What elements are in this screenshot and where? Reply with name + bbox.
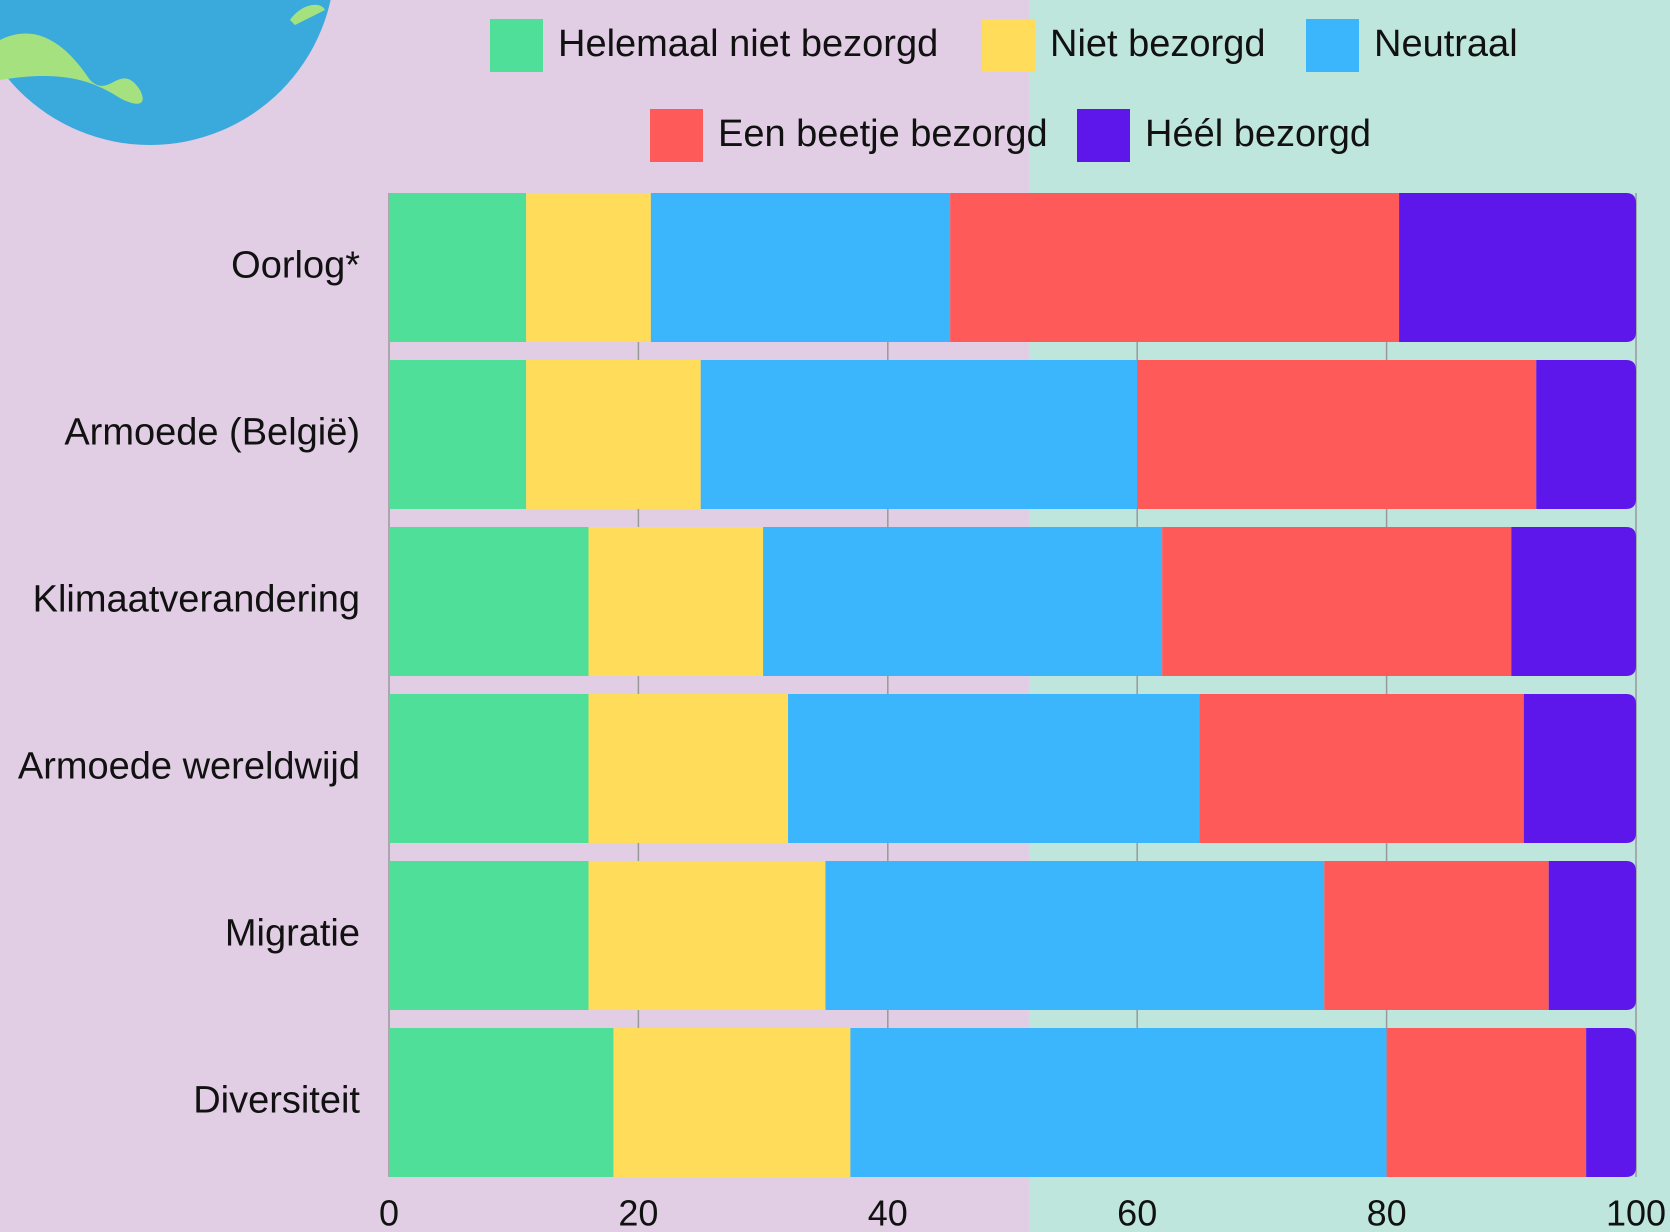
y-tick-label: Oorlog* (231, 245, 360, 287)
bar-segment (389, 694, 589, 843)
legend-swatch (490, 19, 543, 72)
bar-segment (588, 861, 826, 1010)
legend-label: Héél bezorgd (1145, 113, 1371, 155)
bar-segment (389, 1028, 614, 1177)
bar-segment (950, 193, 1400, 342)
bar-segment (1199, 694, 1524, 843)
x-tick-label: 60 (1117, 1193, 1157, 1232)
bar-segment (1511, 527, 1636, 676)
bar-segment (588, 694, 789, 843)
bar-segment (1162, 527, 1512, 676)
bar-segment (389, 527, 589, 676)
legend-label: Niet bezorgd (1050, 23, 1265, 65)
bar-segment (700, 360, 1138, 509)
bar-segment (788, 694, 1200, 843)
labels: 0 20 40 60 80 100 Oorlog* Armoede (België) Klima… (18, 19, 1666, 1232)
legend-swatch (1077, 109, 1130, 162)
bar-segment (389, 360, 527, 509)
bar-segment (526, 193, 651, 342)
x-tick-label: 80 (1367, 1193, 1407, 1232)
bar-segment (613, 1028, 851, 1177)
bar-segment (1137, 360, 1537, 509)
legend-label: Een beetje bezorgd (718, 113, 1048, 155)
x-tick-label: 20 (618, 1193, 658, 1232)
bar-segment (1523, 694, 1636, 843)
bar-segment (650, 193, 951, 342)
bar-segment (389, 861, 589, 1010)
legend-swatch (1306, 19, 1359, 72)
grid (388, 193, 1637, 1177)
legend-label: Neutraal (1374, 23, 1518, 65)
x-tick-label: 100 (1606, 1193, 1666, 1232)
y-tick-label: Armoede wereldwijd (18, 746, 360, 788)
bar-segment (1324, 861, 1549, 1010)
bars (389, 193, 1636, 1177)
bar-segment (763, 527, 1163, 676)
bar-segment (1386, 1028, 1587, 1177)
bar-segment (825, 861, 1325, 1010)
y-tick-label: Migratie (225, 913, 360, 955)
bar-segment (1548, 861, 1636, 1010)
bar-segment (1536, 360, 1636, 509)
legend-label: Helemaal niet bezorgd (558, 23, 938, 65)
y-tick-label: Diversiteit (193, 1080, 360, 1122)
bar-segment (850, 1028, 1387, 1177)
bar-segment (588, 527, 764, 676)
x-tick-label: 0 (379, 1193, 399, 1232)
earth-decoration (0, 0, 331, 145)
bar-segment (389, 193, 527, 342)
bar-segment (526, 360, 701, 509)
bar-segment (1586, 1028, 1636, 1177)
y-tick-label: Klimaatverandering (33, 579, 360, 621)
y-tick-label: Armoede (België) (64, 412, 360, 454)
legend-swatch (650, 109, 703, 162)
legend-swatch (982, 19, 1035, 72)
x-tick-label: 40 (868, 1193, 908, 1232)
bar-segment (1399, 193, 1636, 342)
